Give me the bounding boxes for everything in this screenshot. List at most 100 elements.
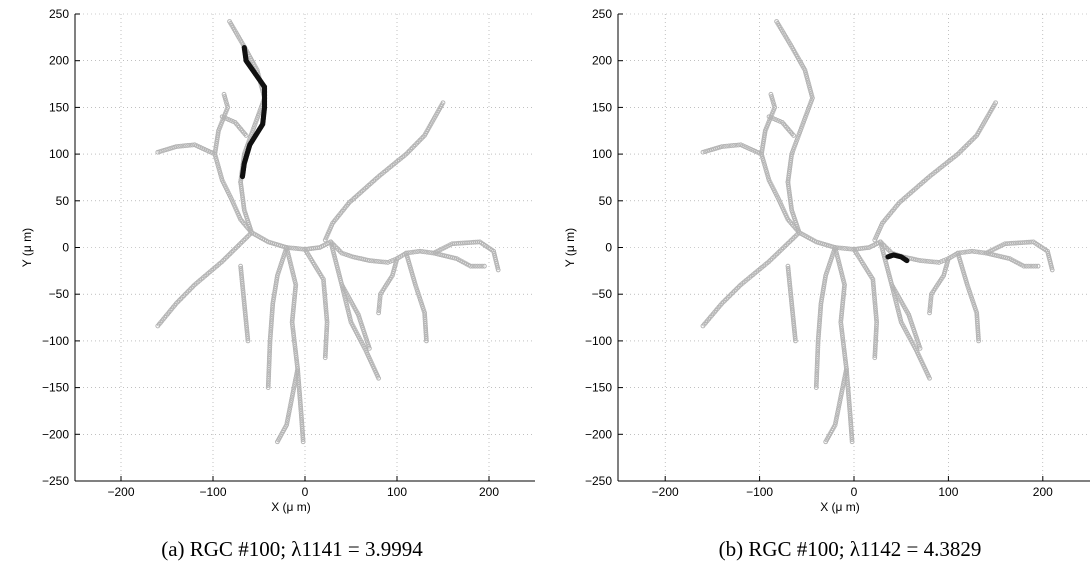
dendrite-point	[927, 310, 932, 316]
dendrite-point	[323, 337, 329, 343]
dendrite-point	[213, 156, 219, 161]
dendrite-point	[824, 268, 830, 274]
dendrite-point	[376, 375, 382, 381]
dendrite-point	[239, 276, 245, 282]
dendrite-point	[788, 292, 794, 298]
dendrite-point	[962, 249, 968, 255]
dendrite-point	[299, 428, 305, 434]
dendrite-point	[276, 242, 281, 248]
dendrite-point	[809, 93, 815, 99]
dendrite-point	[241, 298, 247, 304]
y-tick-label: 100	[49, 147, 69, 161]
dendrite-point	[321, 283, 327, 289]
dendrite-point	[841, 289, 847, 294]
dendrite-point	[1045, 250, 1051, 256]
dendrite-point	[837, 262, 842, 268]
dendrite-point	[423, 334, 429, 339]
dendrite-point	[961, 271, 967, 277]
dendrite-point	[334, 265, 340, 271]
panel-caption: (a) RGC #100; λ1141 = 3.9994	[161, 537, 423, 561]
dendrite-point	[376, 259, 382, 264]
dendrite-point	[965, 284, 971, 290]
dendrite-point	[477, 263, 483, 269]
dendrite-point	[293, 355, 299, 361]
dendrite-point	[214, 136, 220, 142]
dendrite-point	[962, 276, 968, 281]
dendrite-point	[219, 175, 224, 181]
dendrite-point	[944, 262, 950, 268]
dendrite-point	[845, 388, 851, 394]
y-tick-label: 50	[599, 194, 613, 208]
dendrite-point	[775, 118, 781, 123]
dendrite-point	[336, 271, 342, 277]
x-tick-label: −200	[107, 485, 134, 499]
x-tick-label: −100	[199, 485, 226, 499]
dendrite-point	[872, 348, 878, 354]
dendrite-point	[406, 259, 412, 264]
dendrite-point	[343, 300, 349, 305]
dendrite-point	[960, 267, 966, 273]
dendrite-point	[298, 410, 304, 416]
dendrite-point	[324, 319, 330, 325]
dendrite-point	[224, 100, 229, 106]
dendrite-point	[815, 342, 821, 348]
dendrite-point	[974, 314, 980, 320]
dendrite-point	[843, 371, 848, 376]
dendrite-point	[173, 144, 179, 150]
dendrite-point	[364, 339, 370, 345]
dendrite-point	[822, 279, 827, 285]
dendrite-point	[872, 346, 878, 352]
dendrite-point	[816, 334, 821, 339]
x-tick-label: −100	[746, 485, 773, 499]
dendrite-point	[803, 71, 809, 77]
dendrite-point	[839, 391, 844, 396]
dendrite-point	[805, 80, 811, 86]
dendrite-point	[347, 315, 353, 321]
dendrite-point	[417, 295, 423, 301]
dendrite-point	[848, 421, 854, 427]
dendrite-point	[760, 141, 766, 146]
dendrite-point	[959, 265, 965, 271]
dendrite-point	[794, 136, 800, 142]
dendrite-point	[422, 310, 428, 316]
dendrite-point	[829, 253, 835, 259]
dendrite-point	[240, 287, 246, 293]
dendrite-point	[878, 239, 883, 245]
dendrite-point	[267, 334, 273, 339]
dendrite-point	[323, 346, 329, 352]
dendrite-point	[806, 106, 811, 112]
dendrite-point	[840, 297, 846, 303]
dendrite-point	[761, 160, 767, 166]
dendrite-point	[787, 194, 793, 200]
dendrite-point	[873, 315, 879, 321]
dendrite-point	[423, 325, 428, 331]
dendrite-point	[1047, 259, 1053, 265]
dendrite-point	[708, 147, 714, 153]
dendrite-point	[894, 302, 900, 308]
dendrite-point	[344, 302, 350, 308]
dendrite-point	[300, 437, 306, 442]
dendrite-point	[291, 330, 296, 336]
dendrite-point	[450, 255, 456, 261]
dendrite-point	[809, 97, 815, 103]
dendrite-point	[836, 402, 842, 408]
dendrite-point	[448, 254, 453, 260]
dendrite-point	[836, 404, 842, 410]
dendrite-point	[336, 269, 341, 275]
dendrite-point	[816, 331, 822, 337]
dendrite-point	[403, 250, 409, 256]
dendrite-point	[1048, 261, 1054, 267]
dendrite-point	[787, 196, 793, 202]
dendrite-point	[874, 322, 879, 327]
dendrite-point	[273, 279, 279, 285]
dendrite-point	[922, 258, 928, 264]
dendrite-point	[959, 263, 965, 269]
dendrite-point	[872, 344, 878, 350]
dendrite-point	[215, 130, 221, 136]
dendrite-point	[888, 278, 894, 283]
dendrite-point	[874, 324, 879, 330]
dendrite-point	[157, 149, 163, 155]
dendrite-point	[791, 318, 796, 324]
dendrite-point	[862, 245, 868, 251]
dendrite-point	[944, 260, 950, 266]
